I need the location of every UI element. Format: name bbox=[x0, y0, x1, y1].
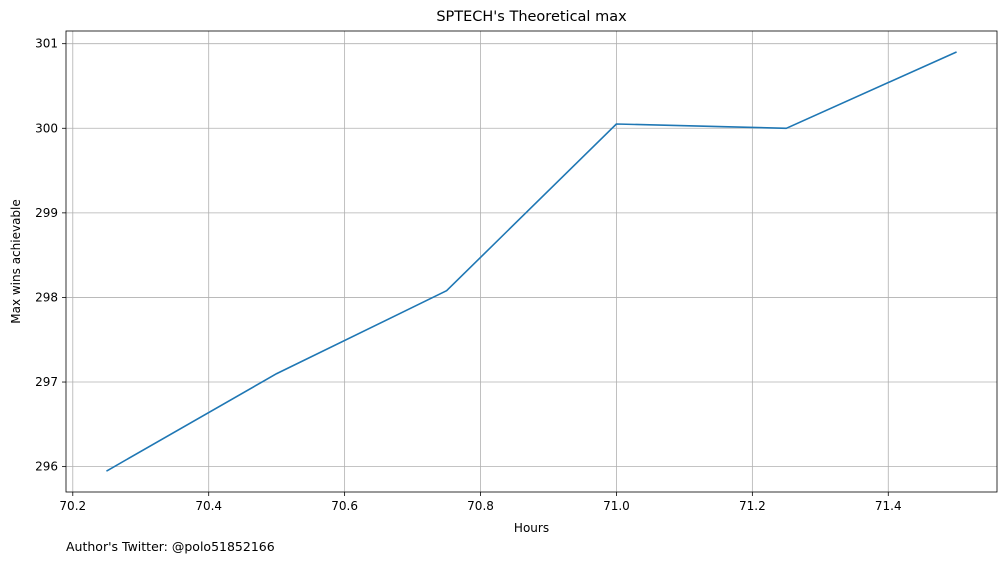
plot-area-frame bbox=[65, 30, 998, 493]
y-tick-label: 298 bbox=[35, 290, 58, 304]
data-point bbox=[785, 127, 787, 129]
series-line bbox=[106, 51, 957, 472]
x-axis-title: Hours bbox=[514, 521, 549, 535]
x-tick-label: 70.8 bbox=[467, 499, 494, 513]
data-point bbox=[276, 372, 278, 375]
x-tick-label: 70.4 bbox=[195, 499, 222, 513]
x-tick-label: 71.4 bbox=[875, 499, 902, 513]
author-credit: Author's Twitter: @polo51852166 bbox=[66, 539, 275, 554]
data-point bbox=[615, 123, 618, 125]
y-axis-ticks: 296 297 298 299 300 301 bbox=[35, 37, 66, 474]
y-tick-label: 299 bbox=[35, 206, 58, 220]
series-layer bbox=[106, 51, 957, 472]
chart-title: SPTECH's Theoretical max bbox=[436, 9, 627, 25]
y-tick-label: 301 bbox=[35, 37, 58, 51]
y-tick-label: 297 bbox=[35, 375, 58, 389]
data-point bbox=[106, 470, 108, 472]
data-point bbox=[955, 51, 957, 53]
grid-lines bbox=[66, 31, 997, 492]
y-tick-label: 296 bbox=[35, 460, 58, 474]
x-axis-ticks: 70.2 70.4 70.6 70.8 71.0 71.2 71.4 bbox=[59, 492, 902, 513]
x-tick-label: 70.6 bbox=[331, 499, 358, 513]
x-tick-label: 70.2 bbox=[59, 499, 86, 513]
x-tick-label: 71.0 bbox=[603, 499, 630, 513]
y-tick-label: 300 bbox=[35, 121, 58, 135]
y-axis-title: Max wins achievable bbox=[9, 199, 23, 324]
x-tick-label: 71.2 bbox=[739, 499, 766, 513]
data-point bbox=[445, 290, 448, 292]
